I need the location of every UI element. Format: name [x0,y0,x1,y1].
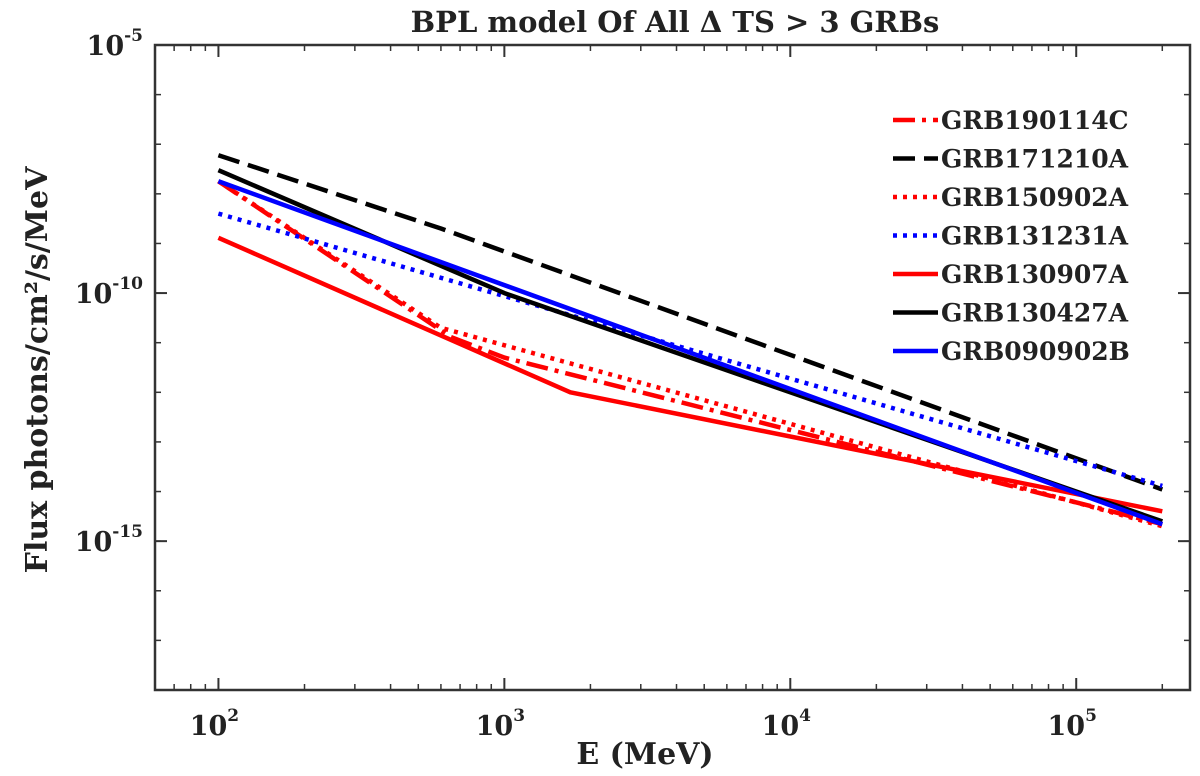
series-lines [217,153,1164,529]
x-axis-label: E (MeV) [576,737,713,772]
legend-label-grb171210a: GRB171210A [941,145,1129,174]
y-tick-label: 10-15 [75,522,143,558]
legend-label-grb131231a: GRB131231A [941,222,1129,251]
y-axis-label: Flux photons/cm²/s/MeV [20,166,55,573]
legend-label-grb190114c: GRB190114C [941,106,1129,135]
legend-label-grb090902b: GRB090902B [941,337,1130,366]
y-tick-label: 10-10 [75,274,143,310]
series-line-grb190114c [217,179,1163,527]
series-line-grb171210a [217,153,1164,492]
x-axis-ticks: 102 103 104 105 [190,45,1097,742]
legend-label-grb150902a: GRB150902A [941,183,1129,212]
chart-title: BPL model Of All Δ TS > 3 GRBs [411,5,940,39]
y-tick-label: 10-5 [87,26,143,62]
legend: GRB190114C GRB171210A GRB150902A GRB131231A… [893,106,1130,366]
x-tick-label: 102 [190,706,239,742]
series-line-grb130907a [217,235,1163,514]
x-tick-label: 104 [762,706,812,742]
y-axis-ticks: 10-5 10-10 10-15 [75,26,1190,558]
legend-label-grb130427a: GRB130427A [941,299,1129,328]
series-line-grb090902b [217,179,1164,527]
x-tick-label: 105 [1048,706,1097,742]
legend-label-grb130907a: GRB130907A [941,260,1129,289]
x-tick-label: 103 [476,706,525,742]
series-line-grb131231a [217,211,1163,489]
plot-area [153,43,1192,692]
